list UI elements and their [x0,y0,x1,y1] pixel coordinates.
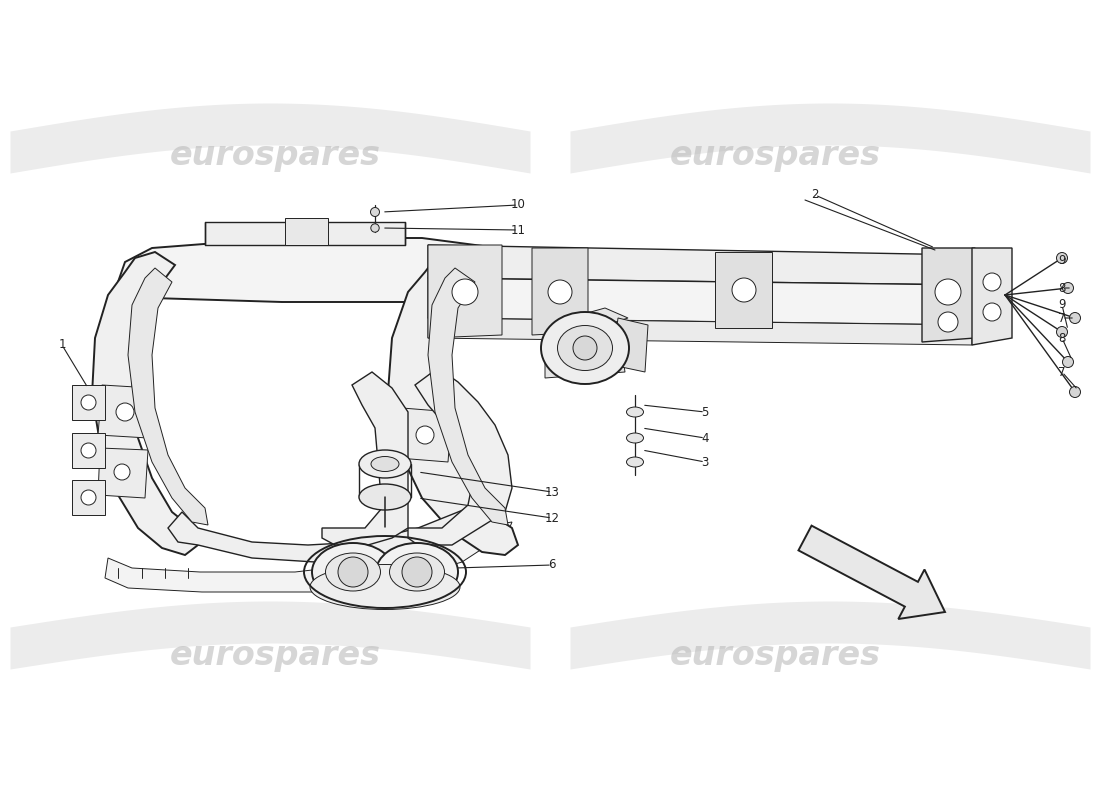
Circle shape [416,426,434,444]
Polygon shape [118,238,518,302]
Text: eurospares: eurospares [169,138,381,171]
Polygon shape [556,308,628,332]
Text: 2: 2 [812,189,818,202]
Ellipse shape [627,457,644,467]
Circle shape [116,403,134,421]
Polygon shape [104,522,512,592]
Ellipse shape [310,565,460,610]
Circle shape [573,336,597,360]
Ellipse shape [376,543,458,601]
Polygon shape [428,245,972,285]
Polygon shape [428,318,972,345]
Circle shape [114,464,130,480]
Ellipse shape [389,553,444,591]
Polygon shape [799,526,945,619]
Text: 13: 13 [544,486,560,498]
Circle shape [983,273,1001,291]
Circle shape [338,557,368,587]
Polygon shape [922,248,975,342]
Text: 11: 11 [510,223,526,237]
Text: 7: 7 [1058,311,1066,325]
Circle shape [371,224,380,232]
Circle shape [1063,357,1074,367]
Polygon shape [544,352,625,378]
Polygon shape [388,248,518,555]
Circle shape [1069,313,1080,323]
Text: 8: 8 [1058,282,1066,294]
Ellipse shape [359,484,411,510]
Circle shape [452,279,478,305]
Polygon shape [285,218,328,245]
Circle shape [371,207,380,217]
Polygon shape [972,248,1012,345]
Polygon shape [72,433,104,468]
Circle shape [1056,253,1067,263]
Polygon shape [428,278,972,325]
Ellipse shape [326,553,381,591]
Polygon shape [92,252,198,555]
Circle shape [983,303,1001,321]
Ellipse shape [627,407,644,417]
Text: 12: 12 [544,511,560,525]
Text: 9: 9 [1058,254,1066,266]
Circle shape [1069,386,1080,398]
Polygon shape [428,245,502,338]
Ellipse shape [627,433,644,443]
Polygon shape [98,448,148,498]
Circle shape [81,490,96,505]
Ellipse shape [312,543,394,601]
Circle shape [935,279,961,305]
Polygon shape [715,252,772,328]
Circle shape [548,280,572,304]
Polygon shape [72,385,104,420]
Ellipse shape [359,450,411,478]
Ellipse shape [371,457,399,471]
Text: 1: 1 [58,338,66,351]
Polygon shape [72,480,104,515]
Polygon shape [428,268,508,525]
Polygon shape [322,372,408,545]
Text: 3: 3 [702,455,708,469]
Polygon shape [532,248,588,335]
Polygon shape [612,318,648,372]
Text: 6: 6 [548,558,556,571]
Polygon shape [168,508,482,562]
Text: eurospares: eurospares [169,638,381,671]
Polygon shape [408,368,512,545]
Text: 5: 5 [702,406,708,418]
Text: 4: 4 [702,431,708,445]
Polygon shape [398,408,452,462]
Text: eurospares: eurospares [670,138,880,171]
Ellipse shape [541,312,629,384]
Circle shape [732,278,756,302]
Circle shape [402,557,432,587]
Text: 9: 9 [1058,298,1066,311]
Circle shape [81,443,96,458]
Circle shape [1056,326,1067,338]
Polygon shape [128,268,208,525]
Text: eurospares: eurospares [670,638,880,671]
Polygon shape [98,385,152,438]
Text: 7: 7 [1058,366,1066,378]
Circle shape [1063,282,1074,294]
Circle shape [81,395,96,410]
Circle shape [938,312,958,332]
Ellipse shape [558,326,613,370]
Text: 8: 8 [1058,331,1066,345]
Text: 10: 10 [510,198,526,211]
Polygon shape [205,222,405,245]
